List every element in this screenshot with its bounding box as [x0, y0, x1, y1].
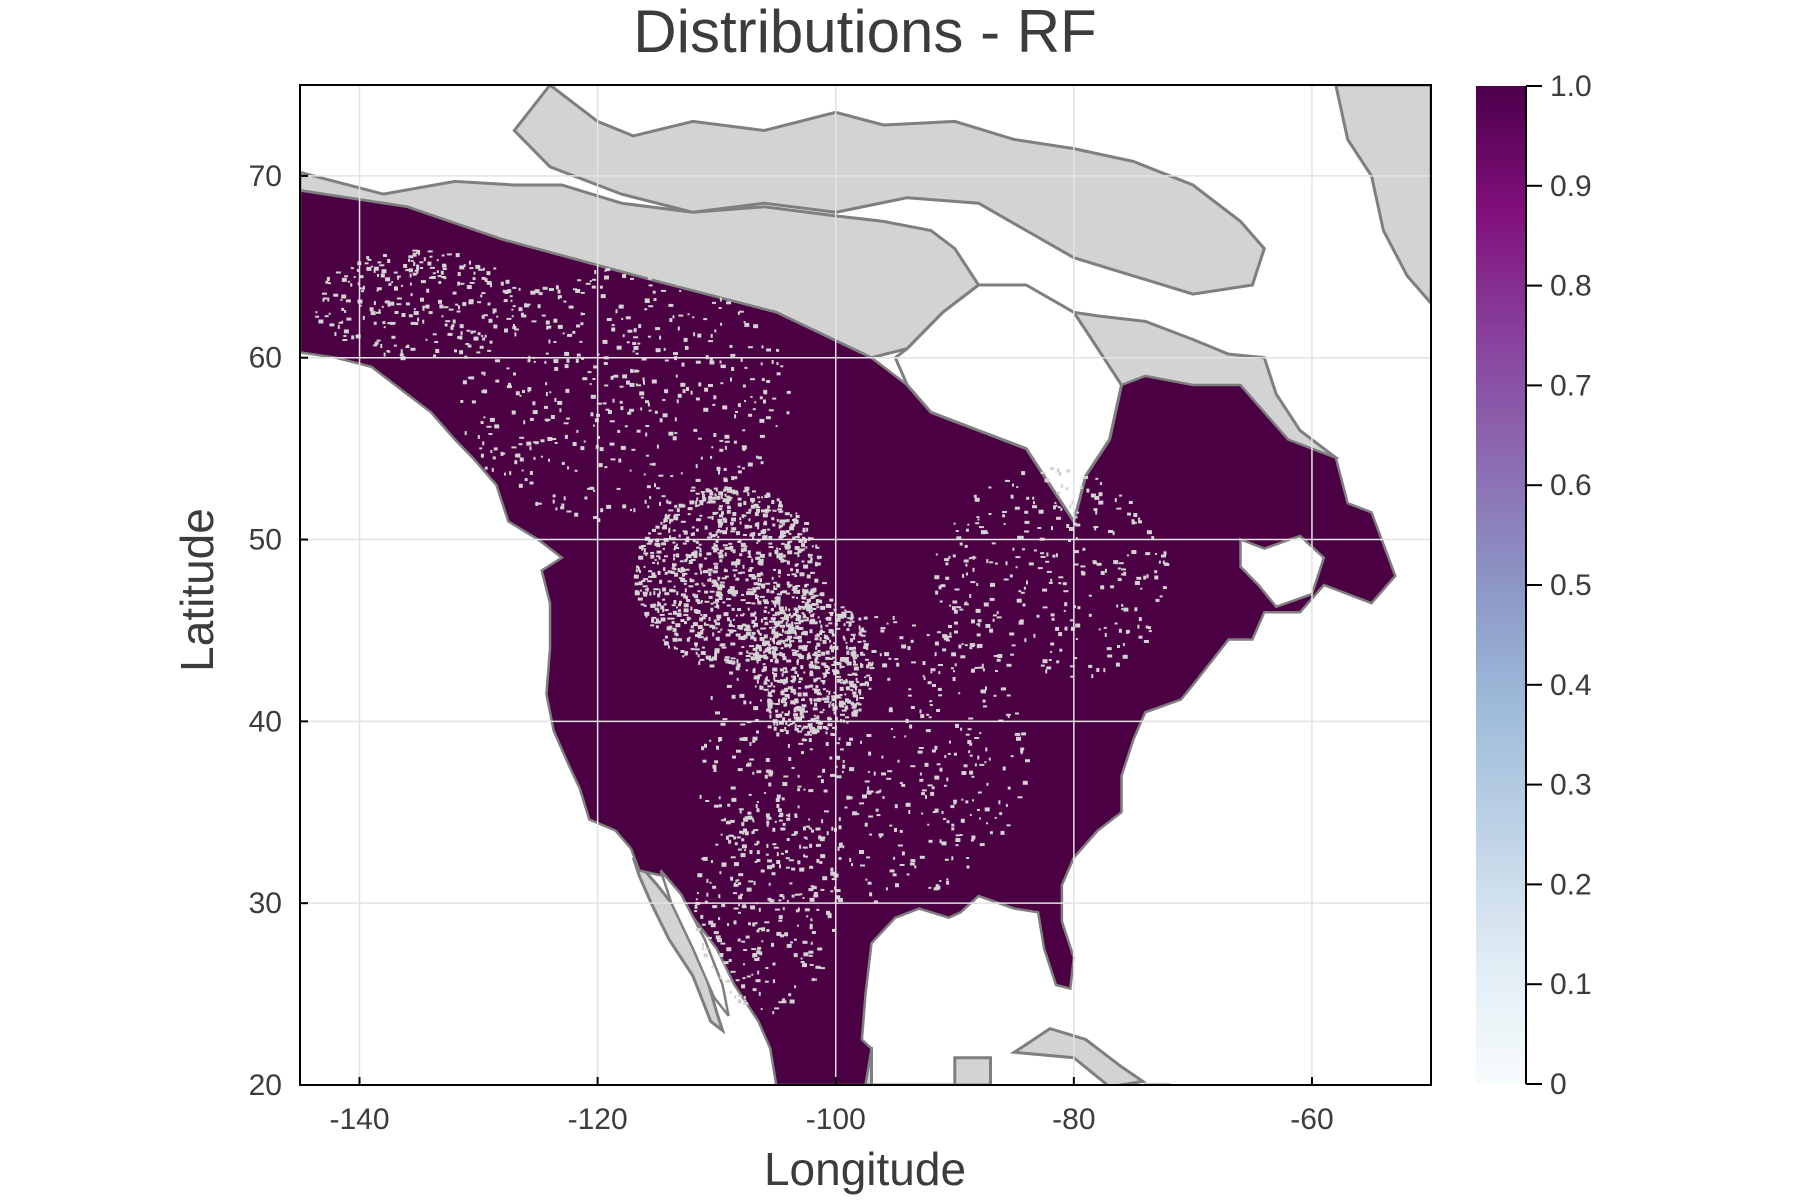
grid-lines — [300, 85, 1431, 1085]
y-tick-label: 60 — [249, 342, 282, 375]
colorbar-tick-label: 0.5 — [1550, 569, 1592, 602]
colorbar-tick-label: 0.8 — [1550, 270, 1592, 303]
land-layer — [300, 85, 1431, 1085]
x-tick-label: -100 — [806, 1103, 866, 1136]
colorbar-tick-label: 0.6 — [1550, 469, 1592, 502]
map-layers — [300, 85, 1431, 1085]
colorbar-tick-label: 0.7 — [1550, 369, 1592, 402]
colorbar-tick-label: 0.9 — [1550, 170, 1592, 203]
colorbar-tick-label: 0.2 — [1550, 868, 1592, 901]
y-tick-label: 70 — [249, 160, 282, 193]
y-axis: 20 30 40 50 60 70 — [249, 160, 308, 1102]
colorbar-tick-label: 0.4 — [1550, 669, 1592, 702]
y-axis-title: Latitude — [171, 508, 223, 672]
x-tick-label: -120 — [568, 1103, 628, 1136]
absence-speckles — [315, 249, 1170, 1015]
x-axis-title: Longitude — [764, 1143, 966, 1195]
colorbar-tick-label: 0 — [1550, 1068, 1567, 1101]
colorbar-bar — [1476, 86, 1526, 1084]
y-tick-label: 50 — [249, 524, 282, 557]
presence-layer — [300, 189, 1397, 1085]
y-tick-label: 40 — [249, 705, 282, 738]
presence-mainland — [300, 189, 1397, 1085]
hispaniola-land — [1143, 1083, 1174, 1085]
x-tick-label: -140 — [330, 1103, 390, 1136]
hudson-bay-water — [893, 283, 1124, 526]
arctic-islands-land — [512, 85, 1266, 296]
colorbar-tick-label: 1.0 — [1550, 70, 1592, 103]
colorbar: 0 0.1 0.2 0.3 0.4 0.5 0.6 0.7 0.8 0.9 1.0 — [1476, 70, 1592, 1101]
y-tick-label: 20 — [249, 1069, 282, 1102]
colorbar-tick-label: 0.1 — [1550, 968, 1592, 1001]
cuba-land — [1009, 1026, 1147, 1085]
x-tick-label: -80 — [1052, 1103, 1095, 1136]
chart-title: Distributions - RF — [633, 0, 1096, 65]
colorbar-ticks: 0 0.1 0.2 0.3 0.4 0.5 0.6 0.7 0.8 0.9 1.0 — [1526, 70, 1592, 1101]
gulf-california-water — [659, 869, 730, 1017]
greenland-land — [1334, 85, 1431, 306]
y-tick-label: 30 — [249, 887, 282, 920]
colorbar-tick-label: 0.3 — [1550, 769, 1592, 802]
x-axis: -140 -120 -100 -80 -60 — [330, 1077, 1334, 1136]
plot-frame — [299, 84, 1432, 1086]
x-tick-label: -60 — [1290, 1103, 1333, 1136]
